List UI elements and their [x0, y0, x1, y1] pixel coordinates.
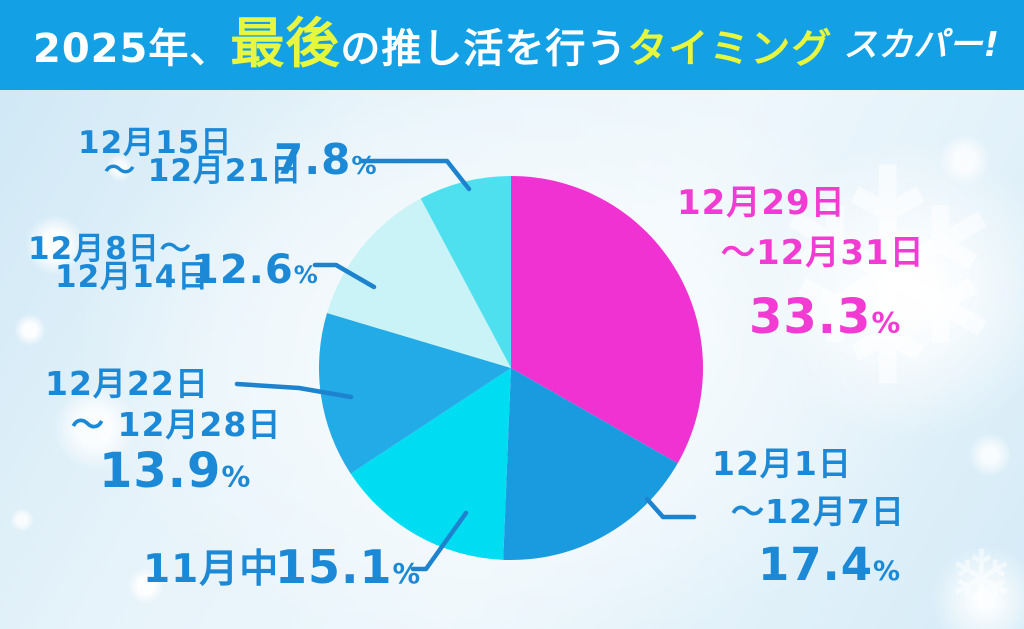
callout-date-line: 〜 12月21日 — [104, 153, 303, 189]
snowflake-icon: ❄ — [948, 533, 1016, 626]
brand-logo: スカパー! — [843, 25, 1000, 65]
title-highlight-timing: タイミング — [627, 26, 833, 72]
pie-slice-dec29-31 — [511, 176, 703, 464]
callout-percent: 33.3% — [749, 289, 902, 345]
title-part-mid: の推し活を行う — [340, 26, 628, 72]
title-highlight-saigo: 最後 — [230, 12, 341, 75]
pie-slice-dec1-7 — [503, 368, 678, 560]
page-title: 2025年、 最後 の推し活を行う タイミング — [33, 0, 832, 90]
callout-date-line: 〜 12月28日 — [71, 405, 282, 444]
pie-slice-dec15-21 — [420, 176, 511, 368]
callout-percent: 7.8% — [274, 135, 378, 184]
title-part-prefix: 2025年、 — [33, 26, 231, 72]
header-banner: 2025年、 最後 の推し活を行う タイミング スカパー! — [0, 0, 1024, 90]
callout-date-line: 12月14日 — [55, 259, 210, 295]
callout-date-line: 12月29日 — [677, 183, 846, 223]
callout-date-line: 〜12月31日 — [721, 233, 925, 273]
callout-percent: 17.4% — [758, 538, 902, 591]
callout-date-line: 11月中 — [143, 547, 280, 592]
pie-slice-dec22-28 — [319, 313, 511, 474]
callout-date-line: 12月1日 — [712, 444, 852, 483]
snowflake-icon: ❄ — [762, 105, 1014, 454]
callout-percent: 13.9% — [99, 443, 252, 499]
callout-date-line: 12月8日〜 — [28, 231, 192, 267]
callout-percent: 12.6% — [191, 247, 319, 293]
callout-date-line: 12月15日 — [78, 125, 233, 161]
callout-date-line: 〜12月7日 — [731, 492, 905, 531]
callout-date-line: 12月22日 — [45, 364, 209, 403]
pie-slice-nov — [350, 368, 511, 560]
callout-percent: 15.1% — [275, 540, 422, 594]
pie-chart — [319, 176, 703, 560]
pie-slice-dec8-14 — [327, 198, 511, 368]
